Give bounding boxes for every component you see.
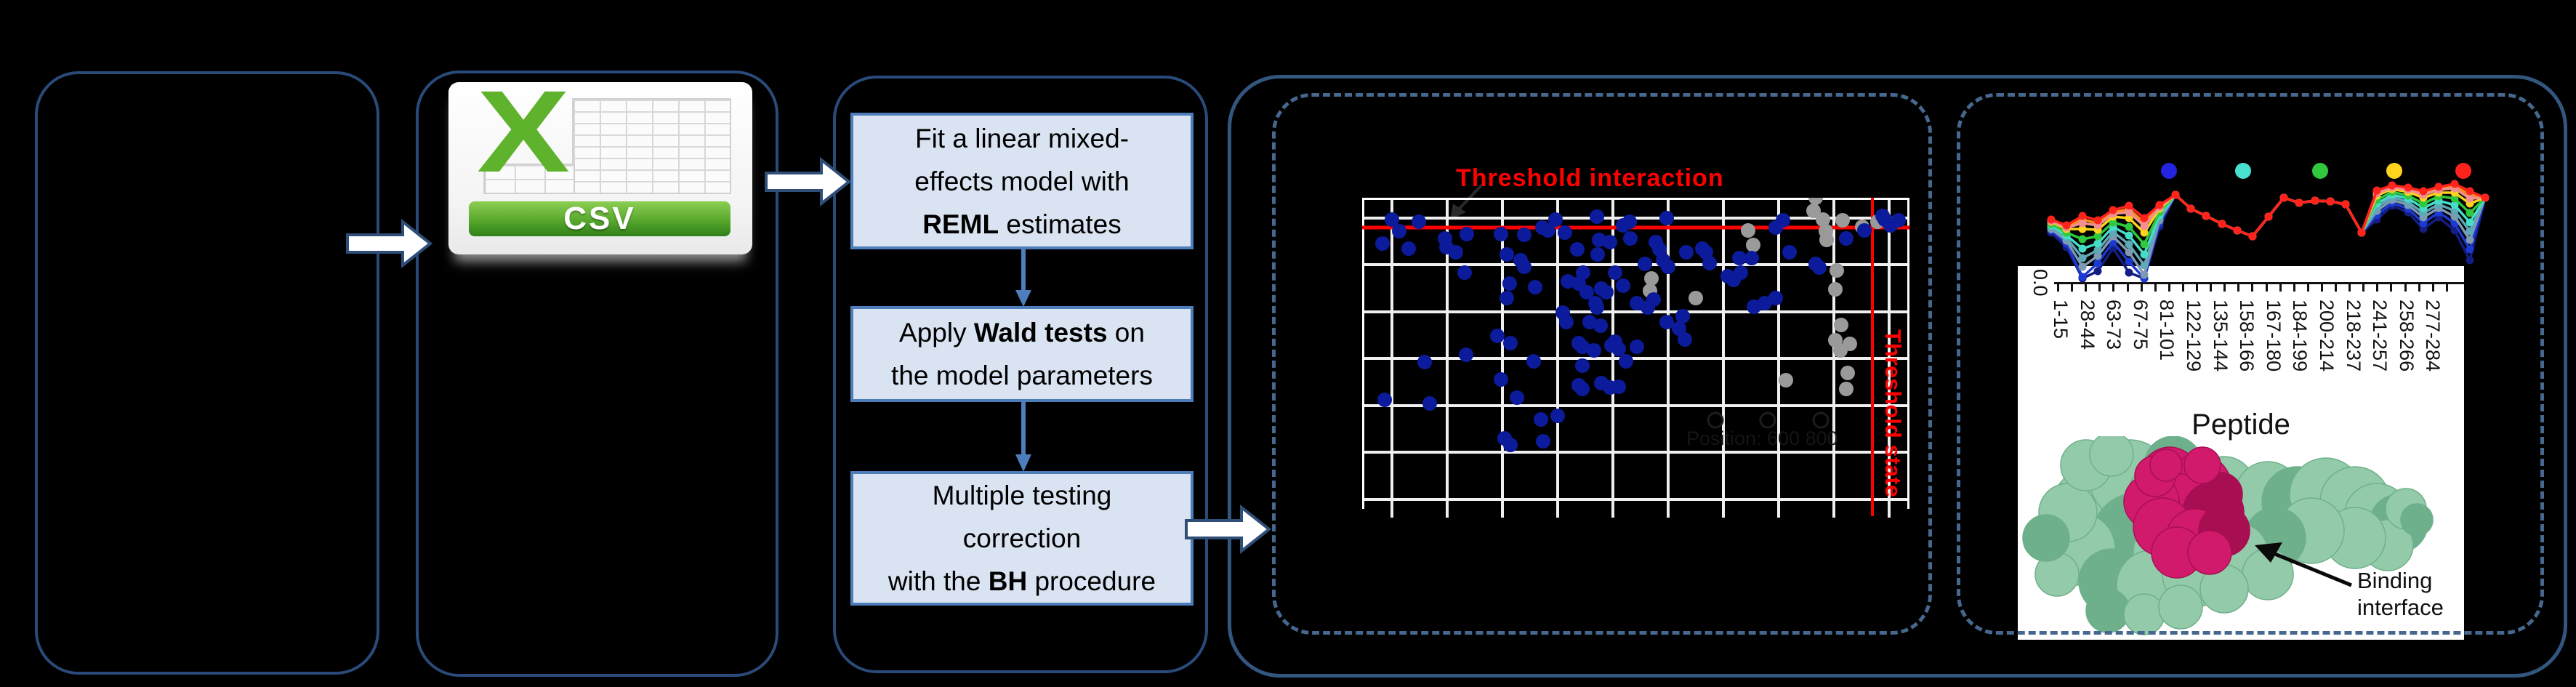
flow-box-bh: Multiple testing correction with the BH pr… — [850, 471, 1194, 606]
x-axis-tick — [2210, 284, 2213, 292]
x-axis-tick — [2335, 284, 2337, 292]
threshold-state-label: Threshold state — [1880, 329, 1906, 497]
uptake-line-chart — [2047, 163, 2490, 283]
right-arrow-icon — [1185, 504, 1272, 555]
binding-arrow-icon — [2255, 542, 2352, 587]
flow-box-reml: Fit a linear mixed-effects model with REM… — [850, 113, 1194, 249]
x-axis-tick — [2085, 284, 2088, 292]
x-axis-tick — [2237, 284, 2240, 292]
x-axis-title: Peptide — [2191, 409, 2290, 441]
x-axis-tick — [2098, 284, 2101, 292]
flow-box-line: Multiple testing — [932, 481, 1112, 510]
input-panel — [35, 71, 379, 675]
x-axis-tick — [2390, 284, 2393, 292]
protein-structure-image — [2022, 436, 2434, 635]
scatter-legend-faint: Position: 600 800 — [1686, 427, 1838, 449]
x-axis-tick — [2112, 284, 2115, 292]
x-axis-tick — [2348, 284, 2351, 292]
flow-box-line: effects model with — [914, 166, 1130, 196]
flow-box-line: correction — [962, 523, 1082, 553]
flow-box-line: REML estimates — [922, 209, 1122, 239]
x-axis-tick — [2404, 284, 2407, 292]
flow-box-line: with the BH procedure — [887, 566, 1156, 596]
x-axis-tick — [2071, 284, 2074, 292]
spreadsheet-grid-icon — [572, 98, 731, 194]
threshold-interaction-label: Threshold interaction — [1456, 164, 1724, 192]
csv-banner: CSV — [469, 201, 730, 236]
x-axis-tick — [2279, 284, 2282, 292]
x-axis-tick — [2181, 284, 2184, 292]
right-arrow-icon — [765, 156, 852, 207]
x-axis-tick — [2223, 284, 2226, 292]
flow-box-line: Apply Wald tests on — [899, 318, 1145, 347]
csv-file-icon: X CSV — [448, 73, 752, 254]
interaction-scatter-plot — [1362, 198, 1909, 518]
x-axis-tick — [2445, 284, 2448, 292]
x-axis-tick — [2293, 284, 2295, 292]
x-axis-tick — [2251, 284, 2254, 292]
right-arrow-icon — [346, 218, 433, 269]
x-axis-tick — [2306, 284, 2309, 292]
down-arrow-icon — [1015, 402, 1031, 472]
binding-interface-label: Binding interface — [2357, 568, 2444, 620]
x-axis-tick — [2362, 284, 2365, 292]
down-arrow-icon — [1015, 249, 1031, 307]
x-axis-tick — [2418, 284, 2420, 292]
spreadsheet-grid-small-icon — [483, 164, 575, 194]
model-panel — [833, 76, 1208, 673]
x-axis-tick — [2320, 284, 2323, 292]
x-axis-tick — [2126, 284, 2129, 292]
x-axis-tick — [2431, 284, 2434, 292]
csv-panel — [416, 71, 778, 677]
x-axis-tick — [2376, 284, 2379, 292]
x-axis-line — [2054, 282, 2464, 284]
csv-banner-label: CSV — [563, 201, 636, 236]
flow-box-line: Fit a linear mixed- — [914, 123, 1130, 153]
x-axis-tick — [2154, 284, 2157, 292]
flow-box-line: the model parameters — [891, 361, 1153, 390]
x-axis-tick — [2140, 284, 2143, 292]
x-axis-tick — [2057, 284, 2059, 292]
x-axis-tick — [2196, 284, 2198, 292]
protein-peptide-region — [2123, 446, 2250, 579]
x-axis-tick — [2168, 284, 2170, 292]
x-axis-tick — [2265, 284, 2268, 292]
flow-box-wald: Apply Wald tests on the model parameters — [850, 306, 1194, 402]
results-container — [1228, 75, 2567, 678]
excel-x-icon: X — [476, 66, 571, 196]
